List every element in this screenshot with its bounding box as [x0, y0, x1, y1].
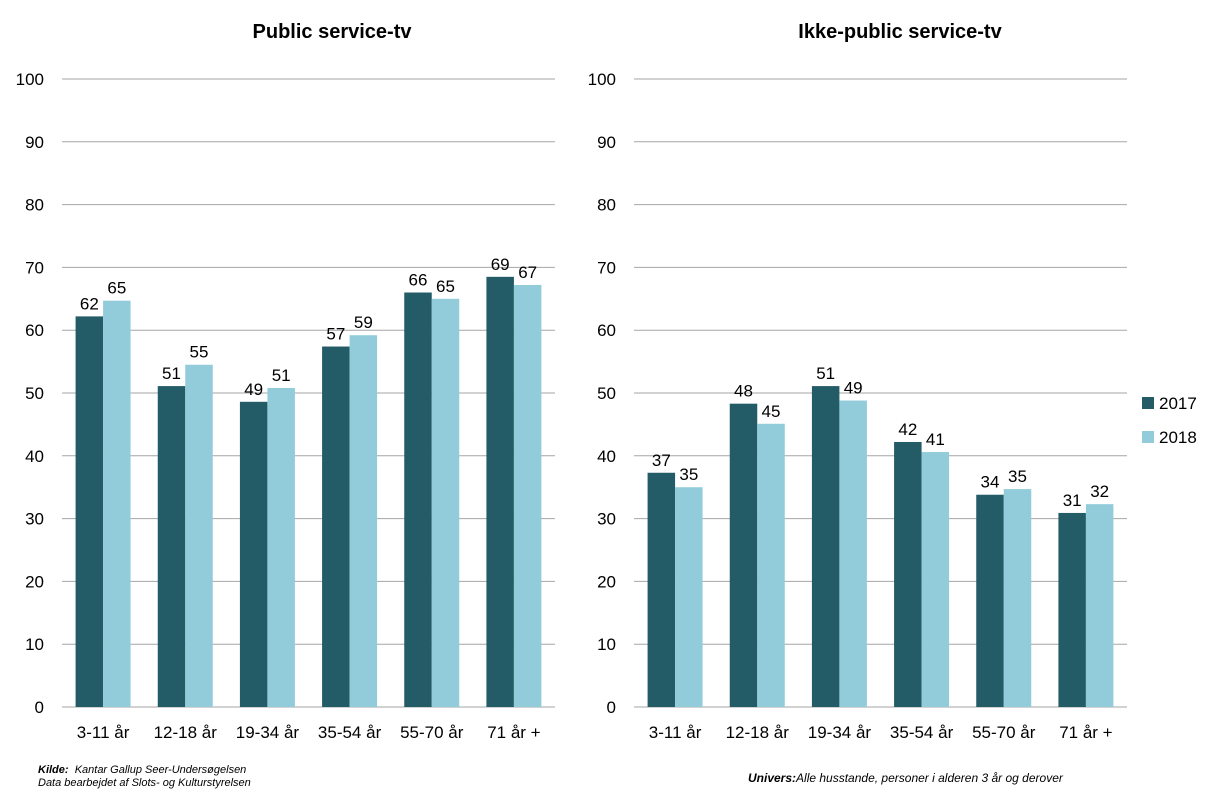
- y-tick-label: 30: [597, 510, 616, 529]
- bar-2017: [729, 403, 758, 707]
- y-tick-label: 60: [597, 321, 616, 340]
- x-tick-label: 71 år +: [487, 723, 540, 742]
- y-tick-label: 20: [597, 572, 616, 591]
- legend-label: 2017: [1159, 394, 1197, 413]
- data-label: 57: [326, 325, 345, 344]
- y-tick-label: 50: [25, 384, 44, 403]
- bar-2017: [239, 401, 268, 707]
- y-tick-label: 60: [25, 321, 44, 340]
- univers-note: Univers:Alle husstande, personer i alder…: [748, 772, 1063, 785]
- y-tick-label: 10: [25, 635, 44, 654]
- data-label: 62: [80, 294, 99, 313]
- source-note: Kilde: Kantar Gallup Seer-Undersøgelsen …: [38, 764, 251, 790]
- x-tick-label: 12-18 år: [726, 723, 790, 742]
- y-tick-label: 0: [35, 698, 44, 717]
- y-tick-label: 80: [597, 196, 616, 215]
- y-tick-label: 80: [25, 196, 44, 215]
- source-label: Kilde:: [38, 764, 69, 776]
- y-tick-label: 90: [597, 133, 616, 152]
- data-label: 48: [734, 382, 753, 401]
- univers-text: Alle husstande, personer i alderen 3 år …: [796, 771, 1063, 785]
- data-label: 49: [244, 380, 263, 399]
- bar-2017: [322, 346, 350, 707]
- bar-2018: [675, 487, 703, 707]
- data-label: 66: [409, 271, 428, 290]
- bar-2017: [894, 441, 922, 707]
- x-tick-label: 19-34 år: [236, 723, 300, 742]
- bar-2018: [185, 364, 213, 707]
- chart-title-1: Ikke-public service-tv: [798, 21, 1002, 43]
- data-label: 51: [816, 364, 835, 383]
- y-tick-label: 30: [25, 510, 44, 529]
- y-tick-label: 10: [597, 635, 616, 654]
- legend-label: 2018: [1159, 428, 1197, 447]
- bar-2018: [513, 284, 542, 707]
- bar-2018: [921, 452, 950, 707]
- data-label: 55: [190, 343, 209, 362]
- data-label: 34: [981, 473, 1000, 492]
- y-tick-label: 70: [25, 258, 44, 277]
- bar-2017: [647, 472, 676, 707]
- y-tick-label: 100: [16, 70, 44, 89]
- bar-2017: [404, 292, 432, 707]
- bar-2018: [103, 300, 131, 707]
- bar-2017: [75, 316, 104, 707]
- y-tick-label: 40: [597, 447, 616, 466]
- bar-2017: [1058, 512, 1086, 707]
- bar-2018: [757, 423, 785, 707]
- x-tick-label: 3-11 år: [77, 723, 130, 742]
- bar-2018: [1085, 504, 1114, 707]
- x-tick-label: 12-18 år: [154, 723, 218, 742]
- data-label: 31: [1063, 491, 1082, 510]
- data-label: 69: [491, 255, 510, 274]
- y-tick-label: 20: [25, 572, 44, 591]
- x-tick-label: 3-11 år: [649, 723, 702, 742]
- bar-2018: [267, 387, 295, 707]
- x-tick-label: 35-54 år: [318, 723, 382, 742]
- bar-2017: [157, 386, 186, 707]
- y-tick-label: 70: [597, 258, 616, 277]
- bar-2017: [486, 276, 514, 707]
- data-label: 49: [844, 379, 863, 398]
- bar-2018: [349, 335, 378, 707]
- data-label: 65: [107, 279, 126, 298]
- x-tick-label: 71 år +: [1059, 723, 1112, 742]
- legend-swatch-2018: [1142, 431, 1154, 443]
- data-label: 35: [1008, 467, 1027, 486]
- bar-2017: [976, 494, 1004, 707]
- data-label: 59: [354, 313, 373, 332]
- data-label: 65: [436, 277, 455, 296]
- x-tick-label: 19-34 år: [808, 723, 872, 742]
- processed-text: Data bearbejdet af Slots- og Kulturstyre…: [38, 777, 251, 789]
- data-label: 51: [162, 364, 181, 383]
- y-tick-label: 0: [607, 698, 616, 717]
- bar-2018: [431, 298, 460, 707]
- data-label: 41: [926, 430, 945, 449]
- bar-2017: [811, 386, 840, 707]
- y-tick-label: 50: [597, 384, 616, 403]
- data-label: 35: [679, 465, 698, 484]
- data-label: 45: [762, 402, 781, 421]
- data-label: 32: [1090, 482, 1109, 501]
- data-label: 42: [898, 420, 917, 439]
- x-tick-label: 35-54 år: [890, 723, 954, 742]
- data-label: 51: [272, 366, 291, 385]
- y-tick-label: 40: [25, 447, 44, 466]
- bar-2018: [1003, 489, 1032, 707]
- x-tick-label: 55-70 år: [400, 723, 464, 742]
- data-label: 67: [518, 263, 537, 282]
- chart-title-0: Public service-tv: [253, 21, 413, 43]
- legend-swatch-2017: [1142, 397, 1154, 409]
- y-tick-label: 90: [25, 133, 44, 152]
- univers-label: Univers:: [748, 771, 797, 785]
- source-text: Kantar Gallup Seer-Undersøgelsen: [74, 764, 247, 776]
- x-tick-label: 55-70 år: [972, 723, 1036, 742]
- bar-2018: [839, 400, 867, 707]
- data-label: 37: [652, 451, 671, 470]
- y-tick-label: 100: [588, 70, 616, 89]
